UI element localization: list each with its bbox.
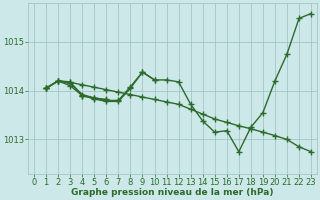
X-axis label: Graphe pression niveau de la mer (hPa): Graphe pression niveau de la mer (hPa)	[71, 188, 274, 197]
